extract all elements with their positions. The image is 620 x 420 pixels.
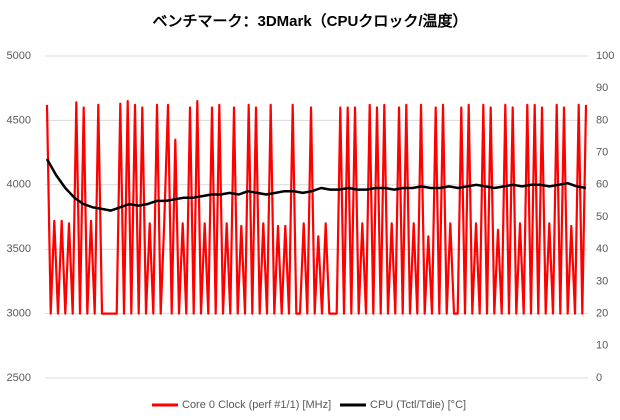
y2-tick-label: 40 [596,243,608,255]
y-tick-label: 5000 [7,50,31,62]
y2-tick-label: 80 [596,114,608,126]
series-line [45,100,588,315]
y2-tick-label: 0 [596,372,602,384]
y2-tick-label: 60 [596,179,608,191]
y2-tick-label: 50 [596,211,608,223]
y2-tick-label: 30 [596,275,608,287]
y2-tick-label: 100 [596,50,614,62]
y-tick-label: 2500 [7,372,31,384]
y-tick-label: 4500 [7,114,31,126]
y2-tick-label: 10 [596,340,608,352]
legend-label: CPU (Tctl/Tdie) [°C] [370,399,466,411]
y-tick-label: 3500 [7,243,31,255]
y2-tick-label: 20 [596,308,608,320]
legend-label: Core 0 Clock (perf #1/1) [MHz] [182,399,331,411]
y-tick-label: 3000 [7,308,31,320]
y2-tick-label: 70 [596,147,608,159]
series-line [45,158,587,212]
y2-tick-label: 90 [596,82,608,94]
y-tick-label: 4000 [7,179,31,191]
chart-title: ベンチマーク：3DMark（CPUクロック/温度） [152,12,467,30]
